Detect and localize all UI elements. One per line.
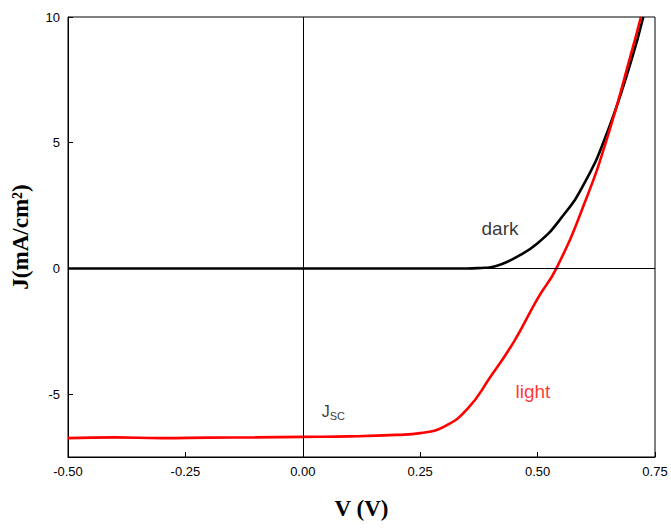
svg-text:-0.50: -0.50 [53, 464, 83, 479]
svg-text:5: 5 [53, 135, 60, 150]
svg-text:0.50: 0.50 [525, 464, 550, 479]
svg-text:J: J [322, 403, 330, 420]
svg-text:10: 10 [46, 10, 60, 25]
svg-text:light: light [515, 381, 551, 402]
svg-text:J(mA/cm²): J(mA/cm²) [8, 184, 33, 289]
svg-text:0.75: 0.75 [642, 464, 667, 479]
svg-text:SC: SC [330, 410, 345, 422]
svg-text:-5: -5 [48, 387, 60, 402]
svg-text:dark: dark [482, 218, 519, 239]
svg-text:V (V): V (V) [335, 496, 389, 521]
svg-text:-0.25: -0.25 [171, 464, 201, 479]
svg-text:0.25: 0.25 [408, 464, 433, 479]
svg-text:0: 0 [53, 261, 60, 276]
svg-text:0.00: 0.00 [290, 464, 315, 479]
